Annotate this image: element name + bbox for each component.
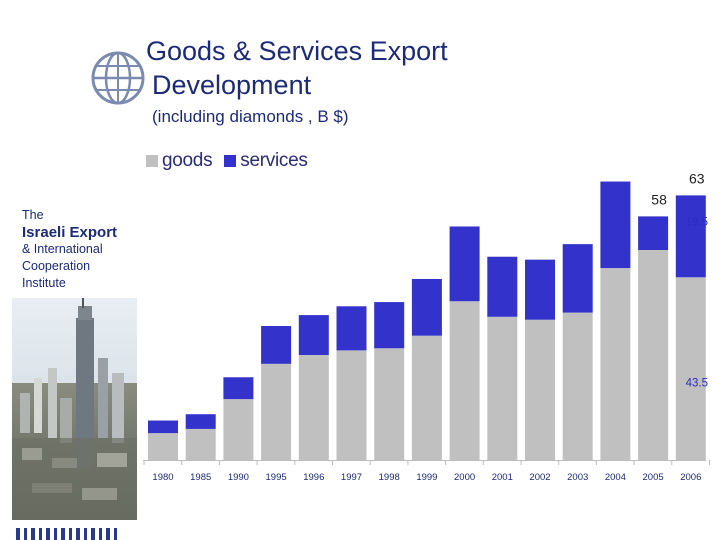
- x-tick-label-2005: 2005: [643, 472, 664, 483]
- x-tick-label-2004: 2004: [605, 472, 626, 483]
- legend-swatch-goods: [146, 155, 158, 167]
- x-tick-label-2003: 2003: [567, 472, 588, 483]
- institute-name: The Israeli Export & International Coope…: [22, 207, 117, 292]
- bar-services-1995: [261, 326, 292, 364]
- bar-goods-2003: [562, 312, 593, 460]
- decorative-stripe: [14, 526, 124, 540]
- bar-goods-1998: [374, 348, 405, 460]
- bar-services-2002: [525, 259, 555, 320]
- goods-label-2006: 43.5: [686, 377, 708, 389]
- bar-goods-1980: [148, 433, 178, 460]
- bar-goods-1996: [298, 355, 329, 460]
- bar-services-2000: [449, 226, 480, 302]
- bar-services-1990: [223, 377, 254, 400]
- bar-goods-1985: [185, 428, 216, 460]
- bar-goods-1995: [261, 363, 292, 460]
- x-tick-label-1996: 1996: [303, 472, 324, 483]
- x-tick-label-1990: 1990: [228, 472, 249, 483]
- bar-services-1980: [148, 420, 178, 434]
- services-label-2006: 19.5: [686, 216, 708, 228]
- bar-goods-1999: [411, 335, 442, 460]
- bar-goods-1990: [223, 399, 254, 460]
- institute-line-3: & International: [22, 242, 103, 256]
- bar-goods-1997: [336, 350, 367, 460]
- x-tick-label-1998: 1998: [379, 472, 400, 483]
- institute-line-5: Institute: [22, 276, 66, 290]
- title-line-1: Goods & Services Export: [146, 36, 448, 66]
- x-tick-label-1999: 1999: [416, 472, 437, 483]
- legend-item-services: services: [224, 150, 308, 172]
- x-tick-label-1985: 1985: [190, 472, 211, 483]
- x-tick-label-1995: 1995: [266, 472, 287, 483]
- legend-swatch-services: [224, 155, 237, 167]
- bar-goods-2000: [449, 301, 480, 460]
- bar-goods-2004: [600, 268, 631, 460]
- bar-services-1998: [374, 302, 405, 349]
- legend-label-services: services: [240, 150, 308, 171]
- bar-services-2006: [675, 195, 706, 278]
- bar-goods-2005: [638, 250, 669, 460]
- x-tick-label-2001: 2001: [492, 472, 513, 483]
- x-tick-label-2000: 2000: [454, 472, 475, 483]
- chart-legend: goods services: [146, 150, 320, 172]
- bar-goods-2006: [675, 277, 706, 460]
- bar-services-2001: [487, 256, 518, 317]
- bar-services-2004: [600, 181, 631, 269]
- institute-line-4: Cooperation: [22, 259, 91, 273]
- x-tick-label-1997: 1997: [341, 472, 362, 483]
- page-title: Goods & Services Export Development: [146, 34, 448, 102]
- institute-line-1: The: [22, 208, 44, 222]
- bar-goods-2002: [525, 319, 555, 460]
- bar-services-1996: [298, 315, 329, 355]
- x-tick-label-2006: 2006: [680, 472, 701, 483]
- bar-services-2005: [638, 216, 669, 250]
- globe-logo-icon: [91, 51, 145, 105]
- page-subtitle: (including diamonds , B $): [152, 107, 349, 126]
- bar-services-2003: [562, 244, 593, 313]
- legend-label-goods: goods: [162, 150, 213, 171]
- total-label-2005: 58: [651, 191, 667, 207]
- bar-services-1999: [411, 278, 442, 336]
- title-line-2: Development: [152, 70, 312, 100]
- legend-item-goods: goods: [146, 150, 213, 172]
- total-label-2006: 63: [689, 170, 705, 186]
- bar-services-1985: [185, 414, 216, 429]
- institute-line-2: Israeli Export: [22, 224, 118, 241]
- bar-services-1997: [336, 306, 367, 351]
- x-tick-label-1980: 1980: [152, 472, 173, 483]
- x-tick-label-2002: 2002: [529, 472, 550, 483]
- bar-goods-2001: [487, 316, 518, 460]
- city-skyline-photo: [12, 298, 137, 520]
